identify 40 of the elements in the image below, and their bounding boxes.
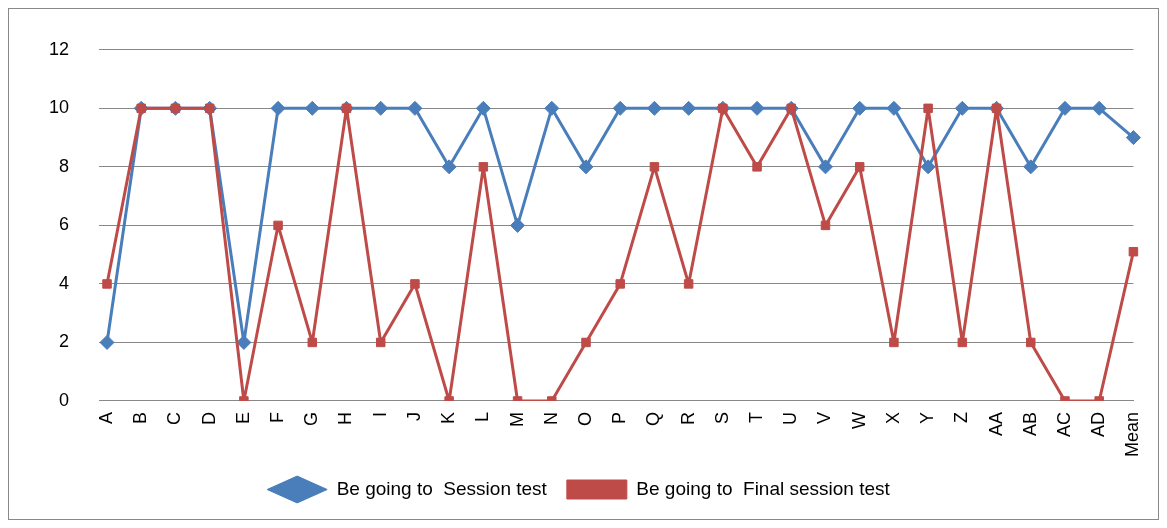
x-tick-label: M <box>506 411 527 427</box>
y-tick-label: 12 <box>48 38 70 59</box>
x-tick-label: U <box>780 411 801 425</box>
x-tick-label: D <box>198 411 219 425</box>
x-tick-label: J <box>403 411 424 421</box>
x-tick-label: S <box>711 411 732 424</box>
y-tick-label: 0 <box>59 389 70 410</box>
y-tick-label: 4 <box>59 272 70 293</box>
x-tick-label: T <box>746 411 767 423</box>
y-tick-label: 2 <box>59 331 70 352</box>
x-tick-label: K <box>438 411 459 424</box>
x-tick-label: G <box>301 411 322 426</box>
x-tick-label: AB <box>1019 411 1040 436</box>
y-tick-label: 10 <box>48 97 70 118</box>
x-tick-label: AA <box>985 411 1006 436</box>
x-tick-label: I <box>369 411 390 417</box>
legend-label: Be going to Session test <box>336 477 548 499</box>
x-tick-label: A <box>95 411 116 424</box>
x-tick-label: X <box>882 411 903 424</box>
x-tick-label: O <box>574 411 595 426</box>
x-tick-label: F <box>267 411 288 423</box>
x-tick-label: Z <box>951 411 972 423</box>
x-tick-label: C <box>164 411 185 425</box>
x-tick-label: W <box>848 411 869 429</box>
legend-label: Be going to Final session test <box>636 477 891 499</box>
x-tick-label: L <box>472 411 493 422</box>
x-tick-label: P <box>609 411 630 424</box>
y-tick-label: 6 <box>59 214 70 235</box>
x-tick-label: Y <box>917 411 938 424</box>
x-tick-label: R <box>677 411 698 425</box>
x-tick-label: AC <box>1053 411 1074 437</box>
x-tick-label: E <box>232 411 253 424</box>
x-tick-label: Q <box>643 411 664 426</box>
x-tick-label: B <box>130 411 151 424</box>
x-tick-label: N <box>540 411 561 425</box>
y-tick-label: 8 <box>59 155 70 176</box>
x-tick-label: H <box>335 411 356 425</box>
x-tick-label: V <box>814 411 835 424</box>
x-tick-label: Mean <box>1122 411 1143 457</box>
x-tick-label: AD <box>1088 411 1109 437</box>
